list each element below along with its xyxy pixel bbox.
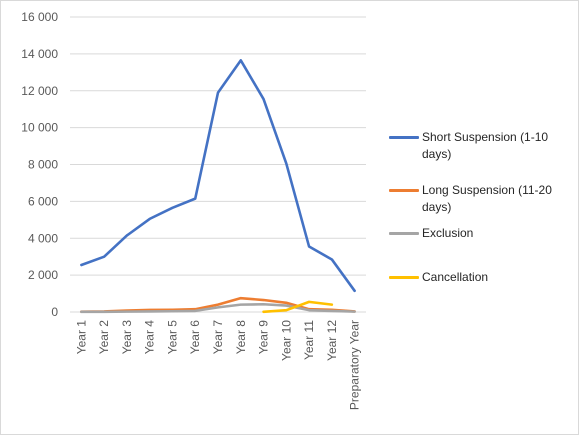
- series-line-3: [262, 300, 334, 314]
- x-axis-tick-labels: Year 1 Year 2 Year 3 Year 4 Year 5 Year 6 Year…: [74, 320, 361, 410]
- legend-label-exclusion: Exclusion: [422, 226, 474, 240]
- y-tick-label: 12 000: [21, 84, 58, 98]
- x-tick-label: Year 2: [97, 320, 111, 355]
- legend-label-long-suspension: Long Suspension (11-20 days): [422, 183, 552, 214]
- x-tick-label: Preparatory Year: [348, 320, 362, 410]
- y-tick-label: 6 000: [28, 194, 58, 208]
- y-tick-label: 8 000: [28, 158, 58, 172]
- y-axis-tick-labels: 0 2 000 4 000 6 000 8 000 10 000 12 000 14 000 1…: [21, 10, 58, 319]
- x-tick-label: Year 3: [120, 320, 134, 355]
- x-tick-label: Year 11: [302, 320, 316, 360]
- x-tick-label: Year 9: [257, 320, 271, 355]
- y-tick-label: 16 000: [21, 10, 58, 24]
- legend-item-cancellation: Cancellation: [389, 269, 569, 286]
- x-tick-label: Year 7: [211, 320, 225, 355]
- series-line-2: [80, 302, 356, 314]
- x-tick-label: Year 8: [234, 320, 248, 355]
- y-tick-label: 14 000: [21, 47, 58, 61]
- y-tick-label: 0: [51, 305, 58, 319]
- legend-swatch-long-suspension: [389, 189, 419, 192]
- legend-label-cancellation: Cancellation: [422, 270, 489, 284]
- legend: Short Suspension (1-10 days) Long Suspen…: [389, 129, 569, 286]
- legend-item-long-suspension: Long Suspension (11-20 days): [389, 182, 569, 225]
- y-tick-label: 10 000: [21, 121, 58, 135]
- x-tick-label: Year 12: [325, 320, 339, 361]
- legend-item-short-suspension: Short Suspension (1-10 days): [389, 129, 569, 182]
- gridlines: [70, 16, 366, 276]
- y-tick-label: 2 000: [28, 268, 58, 282]
- series-lines: [80, 59, 356, 314]
- legend-swatch-exclusion: [389, 232, 419, 235]
- x-tick-label: Year 1: [74, 320, 88, 355]
- series-line-0: [80, 59, 356, 293]
- x-tick-label: Year 5: [165, 320, 179, 355]
- legend-item-exclusion: Exclusion: [389, 225, 569, 269]
- x-tick-label: Year 6: [188, 320, 202, 355]
- y-tick-label: 4 000: [28, 231, 58, 245]
- x-tick-label: Year 4: [143, 320, 157, 355]
- legend-label-short-suspension: Short Suspension (1-10 days): [422, 130, 549, 161]
- legend-swatch-cancellation: [389, 276, 419, 279]
- legend-swatch-short-suspension: [389, 136, 419, 139]
- x-tick-label: Year 10: [279, 320, 293, 361]
